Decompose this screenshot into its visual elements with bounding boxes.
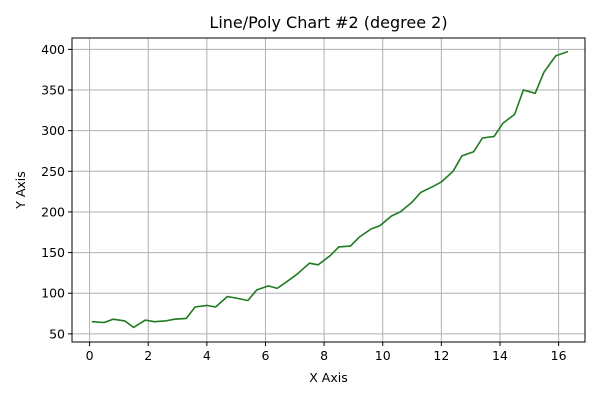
series-line: [91, 50, 569, 329]
x-tick-label: 0: [86, 348, 94, 363]
y-tick-label: 250: [41, 164, 65, 179]
y-tick-label: 200: [41, 204, 65, 219]
grid-lines: [72, 38, 585, 342]
plot-frame: [71, 37, 586, 343]
x-tick-label: 10: [375, 348, 391, 363]
y-tick-label: 100: [41, 286, 65, 301]
y-tick-label: 300: [41, 123, 65, 138]
y-axis-label: Y Axis: [13, 171, 28, 210]
x-tick-label: 4: [203, 348, 211, 363]
x-tick-label: 12: [433, 348, 449, 363]
y-tick-label: 150: [41, 245, 65, 260]
chart-title: Line/Poly Chart #2 (degree 2): [209, 13, 447, 32]
y-tick-label: 400: [41, 42, 65, 57]
x-tick-label: 16: [551, 348, 567, 363]
y-tick-label: 350: [41, 83, 65, 98]
x-tick-label: 14: [492, 348, 508, 363]
x-tick-label: 6: [261, 348, 269, 363]
axis-ticks: 0 2 4 6 8 10 12 14 16 50 100 150 200 250 300 350 400: [41, 42, 566, 363]
x-tick-label: 2: [144, 348, 152, 363]
y-tick-label: 50: [49, 326, 65, 341]
series-layer: [91, 50, 569, 329]
x-axis-label: X Axis: [309, 370, 347, 385]
x-tick-label: 8: [320, 348, 328, 363]
